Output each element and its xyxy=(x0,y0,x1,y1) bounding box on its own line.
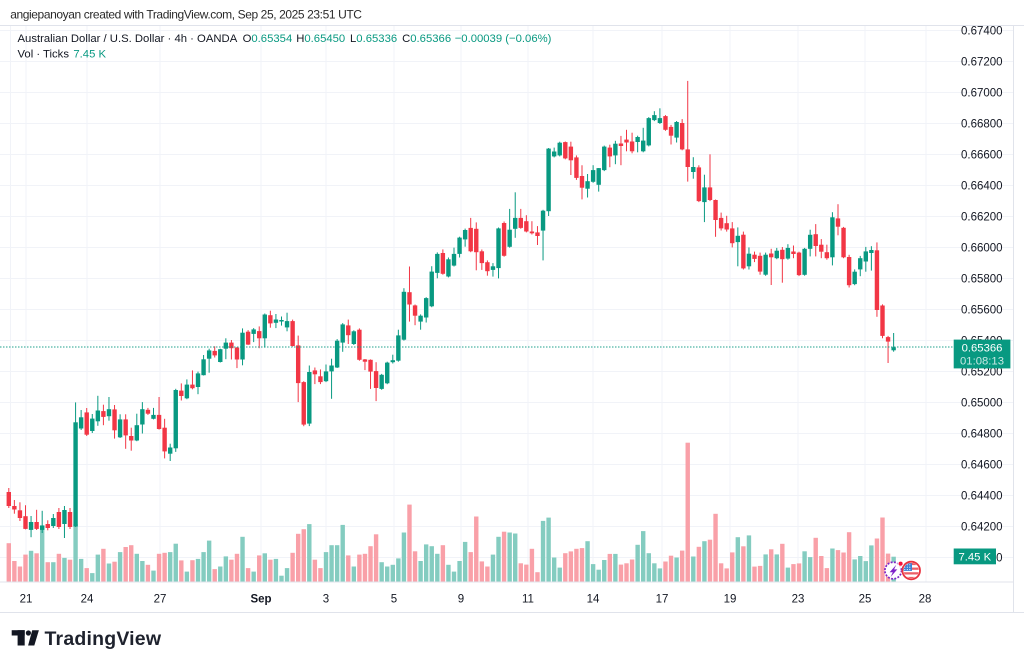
svg-text:17: 17 xyxy=(656,594,669,606)
svg-text:0.65800: 0.65800 xyxy=(961,274,1003,286)
svg-text:0.66800: 0.66800 xyxy=(961,119,1003,131)
svg-text:25: 25 xyxy=(859,594,872,606)
svg-text:7.45 K: 7.45 K xyxy=(958,551,991,563)
svg-text:0.67200: 0.67200 xyxy=(961,57,1003,69)
svg-text:27: 27 xyxy=(154,594,167,606)
svg-text:0.67000: 0.67000 xyxy=(961,88,1003,100)
svg-text:Sep: Sep xyxy=(250,594,271,606)
svg-text:3: 3 xyxy=(323,594,329,606)
svg-text:0.65200: 0.65200 xyxy=(961,367,1003,379)
svg-text:28: 28 xyxy=(919,594,932,606)
svg-text:9: 9 xyxy=(458,594,464,606)
svg-text:Australian Dollar / U.S. Dolla: Australian Dollar / U.S. Dollar · 4h · O… xyxy=(18,33,552,45)
svg-text:21: 21 xyxy=(20,594,33,606)
svg-text:19: 19 xyxy=(724,594,737,606)
svg-text:0.66000: 0.66000 xyxy=(961,243,1003,255)
svg-text:0.64800: 0.64800 xyxy=(961,429,1003,441)
svg-text:0.67400: 0.67400 xyxy=(961,26,1003,38)
svg-text:TradingView: TradingView xyxy=(45,628,162,650)
svg-text:01:08:13: 01:08:13 xyxy=(960,356,1004,368)
svg-text:0.65600: 0.65600 xyxy=(961,305,1003,317)
svg-text:11: 11 xyxy=(522,594,534,606)
svg-text:0.66200: 0.66200 xyxy=(961,212,1003,224)
svg-text:23: 23 xyxy=(792,594,805,606)
svg-text:0.66600: 0.66600 xyxy=(961,150,1003,162)
svg-text:0.64400: 0.64400 xyxy=(961,491,1003,503)
svg-text:0.65000: 0.65000 xyxy=(961,398,1003,410)
svg-text:0.64600: 0.64600 xyxy=(961,460,1003,472)
svg-text:24: 24 xyxy=(81,594,94,606)
svg-text:0.64200: 0.64200 xyxy=(961,522,1003,534)
svg-text:angiepanoyan created with Trad: angiepanoyan created with TradingView.co… xyxy=(10,8,362,22)
svg-text:0.65366: 0.65366 xyxy=(962,342,1003,354)
svg-text:14: 14 xyxy=(587,594,600,606)
svg-text:0.66400: 0.66400 xyxy=(961,181,1003,193)
svg-text:5: 5 xyxy=(391,594,397,606)
